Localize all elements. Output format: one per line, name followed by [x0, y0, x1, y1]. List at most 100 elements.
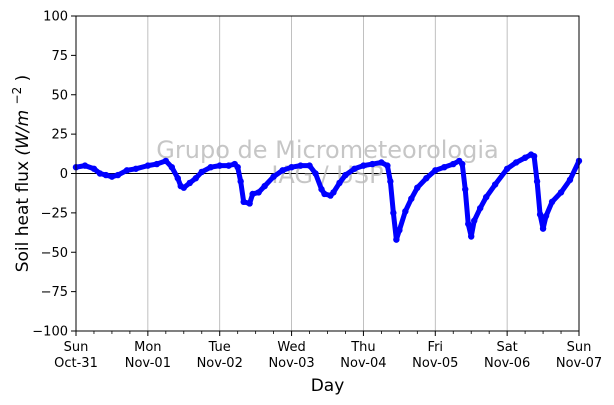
y-tick-label: 75: [51, 49, 68, 64]
data-point: [312, 170, 319, 177]
x-tick-day: Thu: [350, 340, 375, 355]
data-point: [414, 184, 421, 191]
y-axis-ticks: 100 75 50 25 0 −25 −50 −75 −100: [32, 10, 76, 340]
data-point: [321, 190, 328, 198]
x-tick-day: Sun: [64, 340, 89, 355]
data-point: [342, 171, 349, 179]
data-point: [81, 162, 89, 169]
y-tick-label: −75: [41, 285, 68, 300]
data-point: [237, 178, 244, 185]
data-point: [144, 162, 152, 169]
data-point: [255, 189, 262, 196]
data-point: [288, 164, 295, 171]
data-point: [174, 175, 181, 182]
data-point: [512, 159, 520, 166]
data-point: [465, 220, 472, 228]
x-tick-day: Mon: [134, 340, 161, 355]
data-point: [557, 189, 565, 196]
data-point: [216, 162, 223, 169]
data-point: [482, 193, 490, 201]
data-point: [114, 171, 122, 179]
data-point: [450, 160, 457, 168]
data-point: [306, 162, 313, 169]
y-axis-label-unit: (W/m: [13, 110, 33, 156]
data-point: [539, 225, 547, 232]
data-point: [542, 212, 550, 220]
data-point: [351, 165, 358, 172]
x-tick-date: Nov-04: [340, 356, 386, 371]
data-point: [240, 198, 247, 206]
data-point: [390, 209, 397, 217]
data-point: [225, 162, 232, 169]
data-point: [330, 189, 337, 196]
data-point: [536, 211, 544, 218]
data-point: [270, 173, 277, 180]
y-tick-label: 100: [43, 10, 68, 25]
data-point: [90, 165, 98, 172]
data-point: [234, 164, 241, 171]
data-point: [530, 152, 538, 160]
y-tick-label: −25: [41, 206, 68, 221]
watermark: Grupo de Micrometeorologia IAG / USP: [156, 136, 498, 189]
data-point: [153, 160, 161, 168]
x-tick-date: Oct-31: [54, 356, 98, 371]
data-point: [246, 200, 253, 207]
data-point: [533, 178, 541, 185]
data-point: [168, 164, 176, 171]
data-point: [162, 157, 170, 165]
x-tick-day: Sat: [496, 340, 517, 355]
data-point: [462, 186, 469, 193]
data-point: [96, 170, 104, 177]
data-point: [249, 190, 256, 198]
y-tick-label: 0: [60, 167, 68, 182]
data-point: [123, 167, 131, 174]
data-point: [180, 184, 187, 191]
data-point: [261, 182, 268, 190]
x-tick-date: Nov-02: [197, 356, 243, 371]
data-point: [476, 204, 484, 212]
y-axis-label: Soil heat flux (W/m −2 ): [6, 75, 33, 273]
x-axis-ticks: SunOct-31MonNov-01TueNov-02WedNov-03ThuN…: [54, 331, 602, 371]
watermark-line-1: Grupo de Micrometeorologia: [156, 136, 498, 164]
x-tick-day: Wed: [277, 340, 305, 355]
x-axis-label: Day: [311, 376, 345, 396]
data-point: [198, 168, 205, 176]
series-flux: [72, 151, 583, 243]
y-axis-label-unit-exp: −2: [10, 87, 24, 105]
x-tick-day: Sun: [567, 340, 592, 355]
x-tick-date: Nov-03: [268, 356, 314, 371]
data-point: [297, 162, 304, 169]
data-point: [378, 159, 385, 166]
y-tick-label: 50: [51, 88, 68, 103]
x-tick-date: Nov-07: [556, 356, 602, 371]
data-point: [423, 175, 430, 182]
data-point: [402, 208, 409, 215]
data-point: [102, 171, 110, 179]
data-point: [384, 162, 391, 169]
data-point: [132, 165, 140, 172]
data-point: [186, 179, 193, 187]
data-point: [369, 160, 376, 168]
data-point: [503, 165, 511, 172]
y-tick-label: −100: [32, 325, 68, 340]
data-point: [108, 173, 116, 180]
data-point: [393, 236, 400, 243]
data-point: [432, 167, 439, 174]
data-point: [471, 217, 478, 224]
data-point: [192, 175, 199, 182]
y-tick-label: 25: [51, 128, 68, 143]
y-axis-label-text: Soil heat flux: [13, 161, 33, 272]
data-point: [468, 233, 475, 240]
data-point: [279, 167, 286, 174]
data-point: [336, 179, 343, 187]
x-tick-date: Nov-06: [484, 356, 530, 371]
x-tick-date: Nov-05: [412, 356, 458, 371]
x-tick-date: Nov-01: [125, 356, 171, 371]
data-point: [408, 195, 415, 202]
data-point: [396, 227, 403, 234]
data-point: [441, 164, 448, 171]
x-tick-day: Tue: [208, 340, 231, 355]
y-tick-label: −50: [41, 246, 68, 261]
data-point: [566, 176, 574, 183]
